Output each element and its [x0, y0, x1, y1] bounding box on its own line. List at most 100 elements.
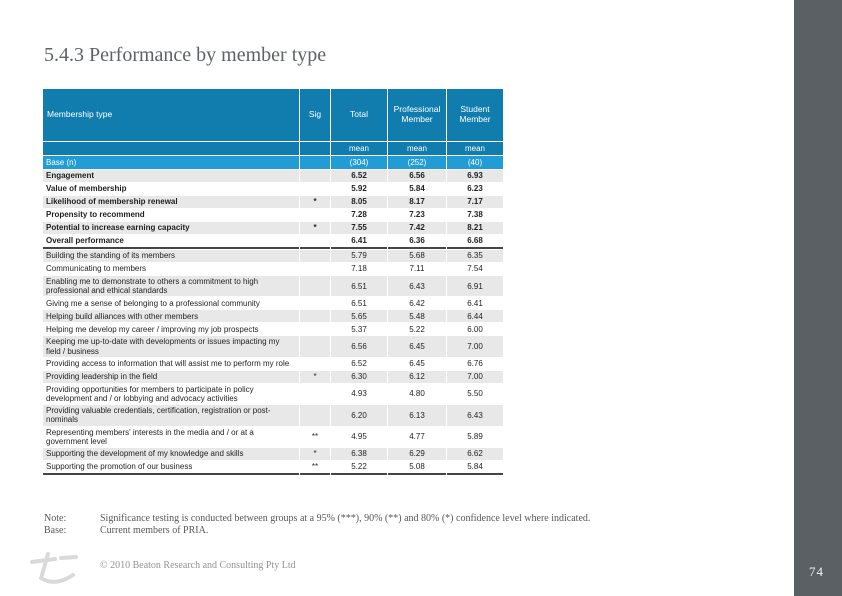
total-value: 6.38 [331, 447, 387, 460]
base-text: Current members of PRIA. [100, 525, 209, 536]
sig-value [300, 209, 330, 221]
row-label: Giving me a sense of belonging to a prof… [46, 298, 260, 308]
base-row: Base (n) (304) (252) (40) [43, 156, 503, 169]
row-label: Helping me develop my career / improving… [46, 324, 259, 334]
professional-value: 4.77 [409, 432, 425, 442]
base-row-sig [300, 156, 330, 169]
sig-value [300, 405, 330, 426]
professional-value: 5.48 [388, 310, 446, 323]
sig-value [300, 358, 330, 370]
col-header-total: Total [331, 89, 387, 141]
total-value: 4.95 [351, 432, 367, 442]
col-header-sig: Sig [300, 89, 330, 141]
sig-value: * [300, 447, 330, 460]
copyright-text: © 2010 Beaton Research and Consulting Pt… [100, 560, 296, 571]
professional-value: 6.45 [388, 336, 446, 357]
professional-value: 5.68 [388, 250, 446, 262]
table-row: Building the standing of its members 5.79… [43, 250, 503, 262]
col-header-student-member: Student Member [447, 89, 503, 141]
table-row: Providing access to information that wil… [43, 358, 503, 370]
sig-value [300, 297, 330, 309]
mean-row-spacer [300, 142, 330, 155]
base-row-label: Base (n) [43, 156, 299, 169]
base-total: (304) [331, 156, 387, 169]
student-value: 6.41 [467, 298, 483, 308]
professional-value: 5.84 [409, 184, 425, 194]
row-label: Representing members' interests in the m… [46, 427, 254, 446]
table-row: Helping me develop my career / improving… [43, 323, 503, 335]
mean-label-professional: mean [388, 142, 446, 155]
student-value: 6.00 [467, 324, 483, 334]
sig-value [300, 276, 330, 297]
table-row: Value of membership 5.92 5.84 6.23 [43, 183, 503, 195]
sig-value [300, 263, 330, 275]
table-row: Likelihood of membership renewal * 8.05 8.1… [43, 196, 503, 208]
row-label: Overall performance [43, 235, 299, 249]
professional-value: 7.42 [388, 222, 446, 234]
note-text: Significance testing is conducted betwee… [100, 513, 591, 524]
notes-block: Note: Significance testing is conducted … [44, 513, 684, 536]
professional-value: 5.22 [409, 324, 425, 334]
row-label: Helping build alliances with other membe… [43, 310, 299, 323]
table-row: Propensity to recommend 7.28 7.23 7.38 [43, 209, 503, 221]
row-label: Value of membership [46, 184, 127, 194]
sig-value: * [300, 196, 330, 208]
total-value: 6.52 [331, 170, 387, 182]
sig-value [300, 183, 330, 195]
row-label: Engagement [43, 170, 299, 182]
row-label: Propensity to recommend [46, 210, 145, 220]
student-value: 5.50 [467, 389, 483, 399]
mean-row: mean mean mean [43, 142, 503, 155]
table-row: Supporting the development of my knowled… [43, 447, 503, 460]
sig-value [300, 235, 330, 249]
student-value: 6.91 [447, 276, 503, 297]
student-value: 7.00 [447, 370, 503, 383]
table-row: Providing valuable credentials, certific… [43, 405, 503, 426]
row-label: Supporting the promotion of our business [43, 461, 299, 475]
professional-value: 6.42 [409, 298, 425, 308]
student-value: 5.89 [467, 432, 483, 442]
sig-value: ** [311, 432, 319, 442]
page-title: 5.4.3 Performance by member type [44, 44, 327, 66]
col-header-professional-member: Professional Member [388, 89, 446, 141]
professional-value: 6.43 [388, 276, 446, 297]
sig-value [300, 384, 330, 404]
sig-value [300, 323, 330, 335]
student-value: 6.35 [447, 250, 503, 262]
total-value: 6.30 [331, 370, 387, 383]
table-row: Providing leadership in the field * 6.30 6.… [43, 370, 503, 383]
professional-value: 4.80 [409, 389, 425, 399]
total-value: 6.51 [351, 298, 367, 308]
professional-value: 6.36 [388, 235, 446, 249]
student-value: 7.38 [467, 210, 483, 220]
sig-value: * [300, 370, 330, 383]
row-label: Potential to increase earning capacity [43, 222, 299, 234]
base-professional: (252) [388, 156, 446, 169]
table-row: Providing opportunities for members to p… [43, 384, 503, 404]
student-value: 6.93 [447, 170, 503, 182]
table-row: Supporting the promotion of our business… [43, 461, 503, 475]
total-value: 6.41 [331, 235, 387, 249]
student-value: 5.84 [447, 461, 503, 475]
sig-value [300, 250, 330, 262]
total-value: 7.28 [351, 210, 367, 220]
professional-value: 6.56 [388, 170, 446, 182]
student-value: 6.44 [447, 310, 503, 323]
row-label: Likelihood of membership renewal [43, 196, 299, 208]
total-value: 6.56 [331, 336, 387, 357]
table-row: Communicating to members 7.18 7.11 7.54 [43, 263, 503, 275]
row-label: Providing valuable credentials, certific… [43, 405, 299, 426]
total-value: 8.05 [331, 196, 387, 208]
professional-value: 5.08 [388, 461, 446, 475]
row-label: Communicating to members [46, 264, 147, 274]
base-student: (40) [447, 156, 503, 169]
header-row: Membership type Sig Total Professional M… [43, 89, 503, 141]
professional-value: 6.12 [388, 370, 446, 383]
student-value: 8.21 [447, 222, 503, 234]
performance-table: Membership type Sig Total Professional M… [42, 88, 504, 476]
student-value: 6.76 [467, 359, 483, 369]
professional-value: 7.11 [409, 264, 425, 274]
table-row: Representing members' interests in the m… [43, 427, 503, 447]
row-label: Supporting the development of my knowled… [43, 447, 299, 460]
